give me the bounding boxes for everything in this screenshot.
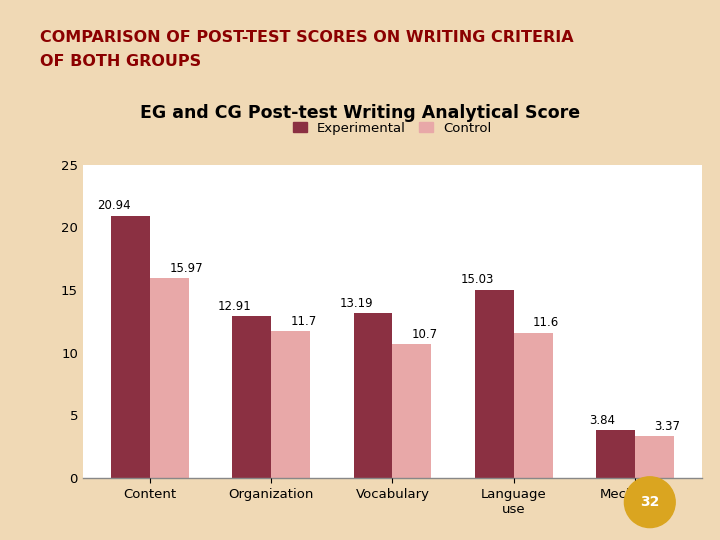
Text: 11.6: 11.6 [533, 316, 559, 329]
Text: 10.7: 10.7 [412, 328, 438, 341]
Text: EG and CG Post-test Writing Analytical Score: EG and CG Post-test Writing Analytical S… [140, 104, 580, 123]
Bar [111, 215, 150, 478]
Text: 11.7: 11.7 [290, 315, 317, 328]
Text: COMPARISON OF POST-TEST SCORES ON WRITING CRITERIA: COMPARISON OF POST-TEST SCORES ON WRITIN… [40, 30, 573, 45]
Text: 12.91: 12.91 [218, 300, 252, 313]
Text: 20.94: 20.94 [96, 199, 130, 212]
Bar [354, 313, 392, 478]
Bar [392, 344, 431, 478]
Text: 13.19: 13.19 [339, 296, 373, 309]
Text: 15.03: 15.03 [461, 273, 495, 287]
Bar [635, 436, 674, 478]
Legend: Experimental, Control: Experimental, Control [288, 117, 497, 140]
Bar [475, 289, 513, 478]
Text: 15.97: 15.97 [169, 262, 203, 275]
Text: 32: 32 [640, 495, 660, 509]
Text: OF BOTH GROUPS: OF BOTH GROUPS [40, 54, 201, 69]
Bar [150, 278, 189, 478]
Bar [233, 316, 271, 478]
Text: 3.37: 3.37 [654, 420, 680, 433]
Bar [271, 332, 310, 478]
Circle shape [624, 477, 675, 528]
Bar [513, 333, 552, 478]
Text: 3.84: 3.84 [590, 414, 616, 427]
Bar [596, 430, 635, 478]
